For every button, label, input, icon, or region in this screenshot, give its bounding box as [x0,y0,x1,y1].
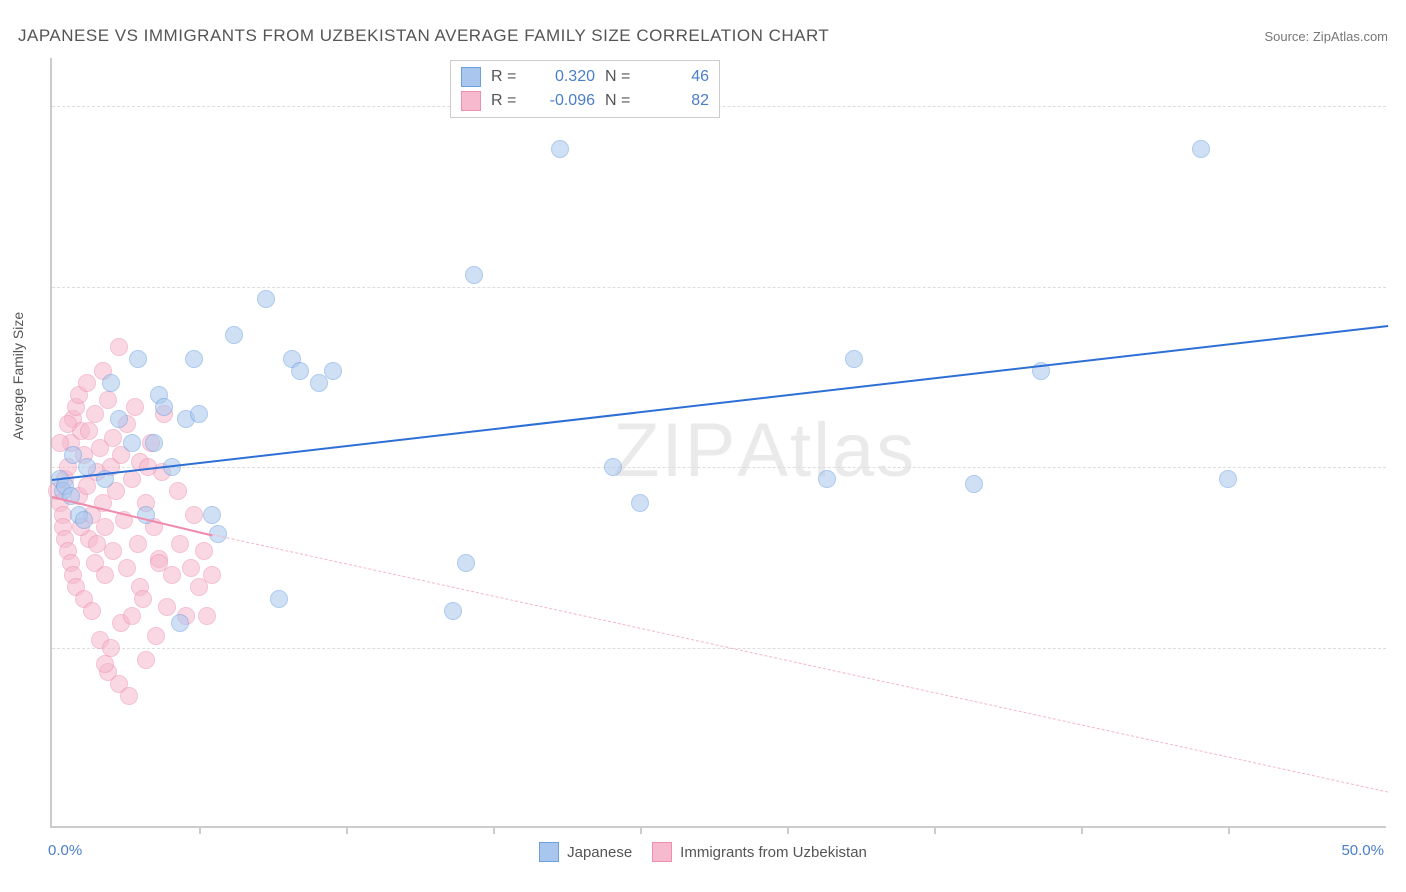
point-japanese [110,410,128,428]
point-japanese [129,350,147,368]
gridline [52,467,1386,468]
legend-label-uzbekistan: Immigrants from Uzbekistan [680,844,867,861]
point-uzbekistan [99,391,117,409]
r-value-uzbekistan: -0.096 [535,92,595,110]
swatch-japanese [461,67,481,87]
point-japanese [171,614,189,632]
point-uzbekistan [96,518,114,536]
point-uzbekistan [83,602,101,620]
point-japanese [444,602,462,620]
y-axis-label: Average Family Size [10,312,26,440]
x-tick [346,826,348,834]
x-tick [934,826,936,834]
point-japanese [845,350,863,368]
legend-item-uzbekistan: Immigrants from Uzbekistan [652,842,867,862]
x-tick [1081,826,1083,834]
gridline [52,287,1386,288]
n-value-uzbekistan: 82 [649,92,709,110]
point-uzbekistan [185,506,203,524]
point-uzbekistan [86,405,104,423]
point-uzbekistan [123,607,141,625]
point-uzbekistan [104,542,122,560]
point-japanese [291,362,309,380]
point-japanese [324,362,342,380]
n-label: N = [605,92,639,110]
legend-label-japanese: Japanese [567,844,632,861]
point-japanese [1219,470,1237,488]
point-uzbekistan [120,687,138,705]
chart-title: JAPANESE VS IMMIGRANTS FROM UZBEKISTAN A… [18,26,829,46]
point-japanese [551,140,569,158]
point-uzbekistan [88,535,106,553]
r-value-japanese: 0.320 [535,68,595,86]
point-japanese [102,374,120,392]
point-uzbekistan [134,590,152,608]
n-value-japanese: 46 [649,68,709,86]
point-japanese [185,350,203,368]
point-japanese [145,434,163,452]
r-label: R = [491,92,525,110]
legend-row-uzbekistan: R = -0.096 N = 82 [461,89,709,113]
plot-area: ZIPAtlas 2.753.504.255.00 [50,58,1386,828]
point-uzbekistan [195,542,213,560]
point-japanese [1192,140,1210,158]
point-japanese [257,290,275,308]
swatch-uzbekistan [461,91,481,111]
point-uzbekistan [150,554,168,572]
point-uzbekistan [96,655,114,673]
point-japanese [203,506,221,524]
x-tick [640,826,642,834]
point-uzbekistan [203,566,221,584]
point-uzbekistan [118,559,136,577]
point-uzbekistan [171,535,189,553]
point-japanese [604,458,622,476]
point-uzbekistan [147,627,165,645]
swatch-uzbekistan [652,842,672,862]
point-japanese [818,470,836,488]
point-uzbekistan [126,398,144,416]
x-tick [1228,826,1230,834]
point-uzbekistan [104,429,122,447]
point-uzbekistan [59,415,77,433]
series-legend: Japanese Immigrants from Uzbekistan [0,842,1406,862]
correlation-legend: R = 0.320 N = 46 R = -0.096 N = 82 [450,60,720,118]
point-japanese [123,434,141,452]
gridline [52,648,1386,649]
point-japanese [631,494,649,512]
point-uzbekistan [163,566,181,584]
point-japanese [155,398,173,416]
point-japanese [75,511,93,529]
point-uzbekistan [110,338,128,356]
x-tick [199,826,201,834]
point-japanese [465,266,483,284]
point-japanese [190,405,208,423]
r-label: R = [491,68,525,86]
x-tick [493,826,495,834]
legend-item-japanese: Japanese [539,842,632,862]
point-uzbekistan [198,607,216,625]
point-uzbekistan [123,470,141,488]
watermark: ZIPAtlas [613,407,916,494]
legend-row-japanese: R = 0.320 N = 46 [461,65,709,89]
trendline-japanese [52,325,1388,481]
point-japanese [965,475,983,493]
point-uzbekistan [182,559,200,577]
n-label: N = [605,68,639,86]
x-tick [787,826,789,834]
point-uzbekistan [129,535,147,553]
point-uzbekistan [80,422,98,440]
point-uzbekistan [158,598,176,616]
trendline-uzbekistan-ext [212,534,1388,792]
point-uzbekistan [78,374,96,392]
source-label: Source: ZipAtlas.com [1264,29,1388,44]
point-japanese [270,590,288,608]
point-japanese [457,554,475,572]
point-uzbekistan [137,651,155,669]
point-uzbekistan [102,639,120,657]
point-japanese [225,326,243,344]
point-uzbekistan [96,566,114,584]
swatch-japanese [539,842,559,862]
point-uzbekistan [169,482,187,500]
